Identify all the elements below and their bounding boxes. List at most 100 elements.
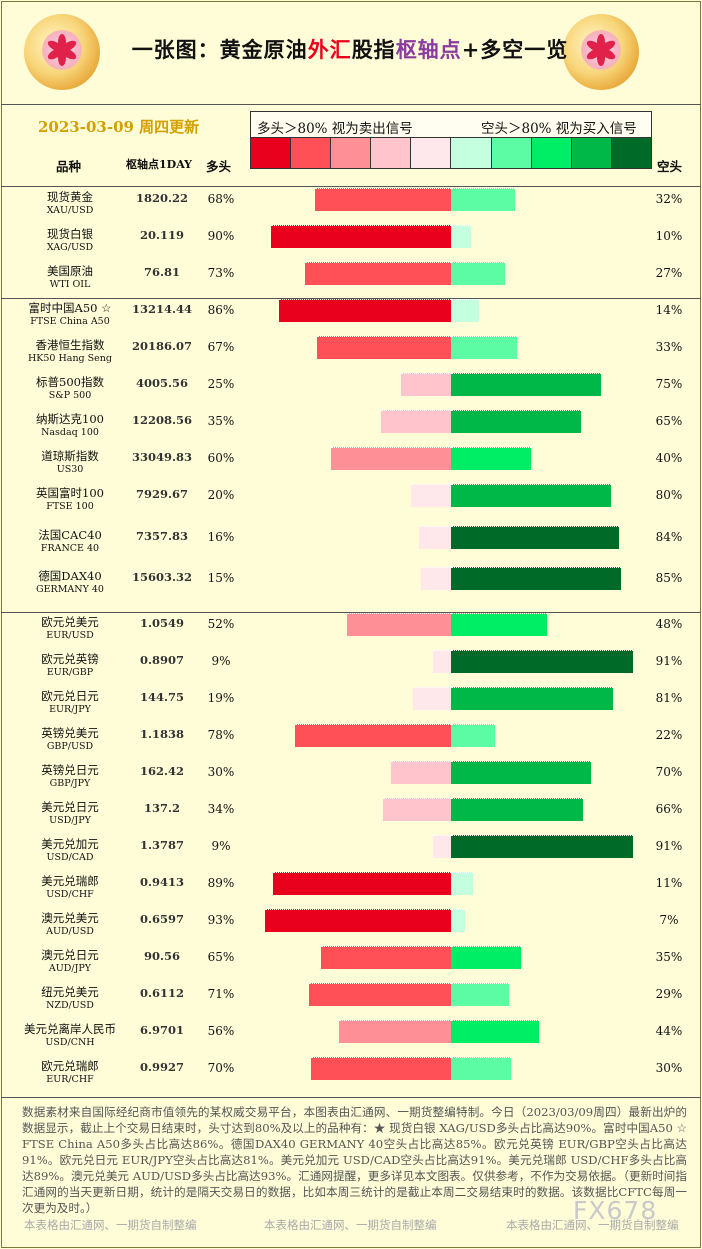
pivot-value: 33049.83 <box>131 450 192 464</box>
instrument-en: FRANCE 40 <box>40 543 100 554</box>
table-row: 美元兑日元 USD/JPY 137.2 34% 66% <box>0 798 702 835</box>
long-bar <box>265 909 451 932</box>
instrument-cn: 香港恒生指数 <box>35 338 105 352</box>
instrument-cn: 澳元兑日元 <box>41 948 99 962</box>
instrument-cn: 欧元兑英镑 <box>41 652 99 666</box>
instrument-en: GERMANY 40 <box>36 584 104 595</box>
long-percent: 78% <box>207 728 235 742</box>
credit-right: 本表格由汇通网、一期货自制整编 <box>506 1218 679 1232</box>
long-bar <box>421 567 451 590</box>
table-row: 德国DAX40 GERMANY 40 15603.32 15% 85% <box>0 567 702 604</box>
instrument-cn: 美元兑加元 <box>41 837 99 851</box>
short-percent: 14% <box>655 303 683 317</box>
instrument-en: EUR/GBP <box>46 667 94 678</box>
short-percent: 91% <box>655 654 683 668</box>
instrument-en: AUD/USD <box>46 926 94 937</box>
instrument-cn: 欧元兑美元 <box>41 615 99 629</box>
instrument-en: USD/CNH <box>45 1037 95 1048</box>
instrument-name: 欧元兑瑞郎 EUR/CHF <box>10 1059 130 1087</box>
short-bar <box>451 188 515 211</box>
instrument-cn: 美元兑离岸人民币 <box>24 1022 116 1036</box>
table-row: 美元兑瑞郎 USD/CHF 0.9413 89% 11% <box>0 872 702 909</box>
table-row: 美国原油 WTI OIL 76.81 73% 27% <box>0 262 702 299</box>
table-row: 道琼斯指数 US30 33049.83 60% 40% <box>0 447 702 484</box>
long-percent: 35% <box>207 414 235 428</box>
short-bar <box>451 909 465 932</box>
long-percent: 9% <box>211 839 231 853</box>
long-percent: 71% <box>207 987 235 1001</box>
short-bar <box>451 299 479 322</box>
color-swatch <box>491 138 532 168</box>
short-percent: 84% <box>655 530 683 544</box>
instrument-cn: 纽元兑美元 <box>41 985 99 999</box>
instrument-en: XAU/USD <box>46 205 94 216</box>
col-header-pivot: 枢轴点1DAY <box>126 158 193 171</box>
pivot-value: 4005.56 <box>135 376 188 390</box>
short-percent: 65% <box>655 414 683 428</box>
instrument-name: 纳斯达克100 Nasdaq 100 <box>10 412 130 440</box>
instrument-en: EUR/USD <box>46 630 94 641</box>
instrument-en: NZD/USD <box>46 1000 94 1011</box>
long-bar <box>271 225 451 248</box>
left-logo-icon <box>24 14 100 90</box>
long-percent: 86% <box>207 303 235 317</box>
col-header-short: 空头 <box>657 159 683 174</box>
short-percent: 81% <box>655 691 683 705</box>
instrument-name: 标普500指数 S&P 500 <box>10 375 130 403</box>
color-swatch <box>611 138 651 168</box>
long-bar <box>383 798 451 821</box>
short-percent: 27% <box>655 266 683 280</box>
instrument-name: 英国富时100 FTSE 100 <box>10 486 130 514</box>
pivot-value: 7929.67 <box>135 487 188 501</box>
instrument-name: 纽元兑美元 NZD/USD <box>10 985 130 1013</box>
legend-short-text: 空头＞80% 视为买入信号 <box>481 121 637 137</box>
long-percent: 93% <box>207 913 235 927</box>
instrument-en: FTSE 100 <box>46 501 94 512</box>
table-row: 富时中国A50 ☆ FTSE China A50 13214.44 86% 14% <box>0 299 702 336</box>
color-swatch <box>411 138 452 168</box>
short-bar <box>451 373 601 396</box>
instrument-cn: 现货黄金 <box>47 190 93 204</box>
pivot-value: 0.9927 <box>139 1060 184 1074</box>
long-percent: 34% <box>207 802 235 816</box>
long-bar <box>419 526 451 549</box>
short-percent: 30% <box>655 1061 683 1075</box>
short-bar <box>451 410 581 433</box>
table-row: 纽元兑美元 NZD/USD 0.6112 71% 29% <box>0 983 702 1020</box>
instrument-en: USD/JPY <box>49 815 91 826</box>
legend-box: 多头＞80% 视为卖出信号 空头＞80% 视为买入信号 <box>250 111 652 139</box>
table-row: 法国CAC40 FRANCE 40 7357.83 16% 84% <box>0 526 702 563</box>
instrument-name: 美元兑瑞郎 USD/CHF <box>10 874 130 902</box>
instrument-cn: 美元兑瑞郎 <box>41 874 99 888</box>
instrument-cn: 欧元兑瑞郎 <box>41 1059 99 1073</box>
long-bar <box>311 1057 451 1080</box>
short-percent: 33% <box>655 340 683 354</box>
short-bar <box>451 687 613 710</box>
table-row: 纳斯达克100 Nasdaq 100 12208.56 35% 65% <box>0 410 702 447</box>
long-bar <box>295 724 451 747</box>
long-bar <box>279 299 451 322</box>
short-bar <box>451 650 633 673</box>
col-header-long: 多头 <box>206 159 232 174</box>
short-bar <box>451 761 591 784</box>
table-row: 英国富时100 FTSE 100 7929.67 20% 80% <box>0 484 702 521</box>
table-row: 欧元兑美元 EUR/USD 1.0549 52% 48% <box>0 613 702 650</box>
table-row: 标普500指数 S&P 500 4005.56 25% 75% <box>0 373 702 410</box>
instrument-name: 美国原油 WTI OIL <box>10 264 130 292</box>
short-bar <box>451 798 583 821</box>
instrument-name: 香港恒生指数 HK50 Hang Seng <box>10 338 130 366</box>
short-percent: 22% <box>655 728 683 742</box>
credit-center: 本表格由汇通网、一期货自制整编 <box>264 1218 437 1232</box>
instrument-name: 德国DAX40 GERMANY 40 <box>10 569 130 597</box>
long-bar <box>433 835 451 858</box>
pivot-value: 162.42 <box>139 764 184 778</box>
instrument-cn: 纳斯达克100 <box>36 412 104 426</box>
long-percent: 16% <box>207 530 235 544</box>
instrument-cn: 欧元兑日元 <box>41 689 99 703</box>
color-swatch <box>251 138 292 168</box>
instrument-en: USD/CHF <box>46 889 94 900</box>
pivot-value: 20.119 <box>139 228 184 242</box>
instrument-name: 欧元兑日元 EUR/JPY <box>10 689 130 717</box>
instrument-name: 美元兑加元 USD/CAD <box>10 837 130 865</box>
short-percent: 11% <box>655 876 683 890</box>
